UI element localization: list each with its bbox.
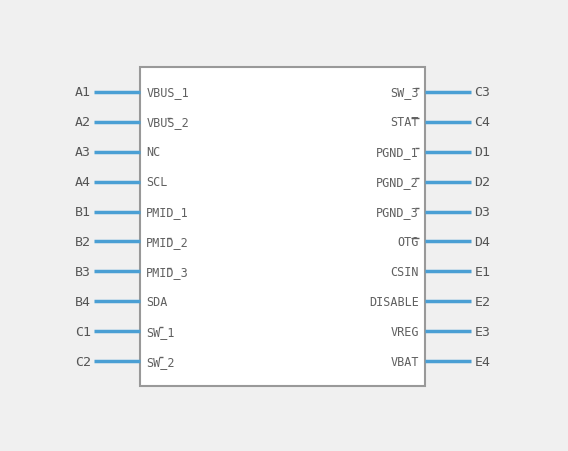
Text: D1: D1: [474, 146, 490, 159]
Text: A1: A1: [75, 86, 91, 99]
Text: E3: E3: [474, 325, 490, 338]
Text: C3: C3: [474, 86, 490, 99]
Text: STAT: STAT: [390, 116, 419, 129]
Text: A3: A3: [75, 146, 91, 159]
Text: C1: C1: [75, 325, 91, 338]
Text: PGND_3: PGND_3: [376, 206, 419, 219]
Text: B2: B2: [75, 235, 91, 249]
Text: PMID_2: PMID_2: [147, 235, 189, 249]
Text: PMID_1: PMID_1: [147, 206, 189, 219]
Text: PMID_3: PMID_3: [147, 265, 189, 278]
Bar: [140, 68, 425, 386]
Text: C2: C2: [75, 355, 91, 368]
Text: B4: B4: [75, 295, 91, 308]
Text: D4: D4: [474, 235, 490, 249]
Text: C4: C4: [474, 116, 490, 129]
Text: PGND_2: PGND_2: [376, 176, 419, 189]
Text: E4: E4: [474, 355, 490, 368]
Text: DISABLE: DISABLE: [369, 295, 419, 308]
Text: A4: A4: [75, 176, 91, 189]
Text: NC: NC: [147, 146, 161, 159]
Text: VREG: VREG: [390, 325, 419, 338]
Text: SW_2: SW_2: [147, 355, 175, 368]
Text: E1: E1: [474, 265, 490, 278]
Text: D3: D3: [474, 206, 490, 219]
Text: SCL: SCL: [147, 176, 168, 189]
Text: B3: B3: [75, 265, 91, 278]
Text: SW_3: SW_3: [390, 86, 419, 99]
Text: A2: A2: [75, 116, 91, 129]
Text: CSIN: CSIN: [390, 265, 419, 278]
Text: PGND_1: PGND_1: [376, 146, 419, 159]
Text: SW_1: SW_1: [147, 325, 175, 338]
Text: D2: D2: [474, 176, 490, 189]
Text: E2: E2: [474, 295, 490, 308]
Text: VBUS_1: VBUS_1: [147, 86, 189, 99]
Text: SDA: SDA: [147, 295, 168, 308]
Text: VBAT: VBAT: [390, 355, 419, 368]
Text: B1: B1: [75, 206, 91, 219]
Text: OTG: OTG: [398, 235, 419, 249]
Text: VBUS_2: VBUS_2: [147, 116, 189, 129]
